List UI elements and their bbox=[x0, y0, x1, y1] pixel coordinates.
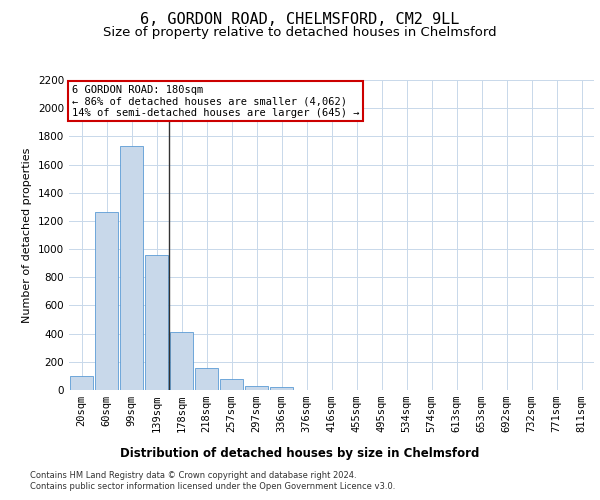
Bar bbox=[70, 376, 93, 390]
Text: Contains public sector information licensed under the Open Government Licence v3: Contains public sector information licen… bbox=[30, 482, 395, 491]
Bar bbox=[95, 212, 118, 390]
Text: Distribution of detached houses by size in Chelmsford: Distribution of detached houses by size … bbox=[121, 448, 479, 460]
Bar bbox=[145, 254, 168, 390]
Bar bbox=[120, 146, 143, 390]
Bar bbox=[270, 387, 293, 390]
Bar bbox=[245, 386, 268, 390]
Text: Contains HM Land Registry data © Crown copyright and database right 2024.: Contains HM Land Registry data © Crown c… bbox=[30, 471, 356, 480]
Text: 6 GORDON ROAD: 180sqm
← 86% of detached houses are smaller (4,062)
14% of semi-d: 6 GORDON ROAD: 180sqm ← 86% of detached … bbox=[71, 84, 359, 118]
Bar bbox=[220, 380, 243, 390]
Text: 6, GORDON ROAD, CHELMSFORD, CM2 9LL: 6, GORDON ROAD, CHELMSFORD, CM2 9LL bbox=[140, 12, 460, 28]
Bar bbox=[170, 332, 193, 390]
Bar bbox=[195, 368, 218, 390]
Y-axis label: Number of detached properties: Number of detached properties bbox=[22, 148, 32, 322]
Text: Size of property relative to detached houses in Chelmsford: Size of property relative to detached ho… bbox=[103, 26, 497, 39]
